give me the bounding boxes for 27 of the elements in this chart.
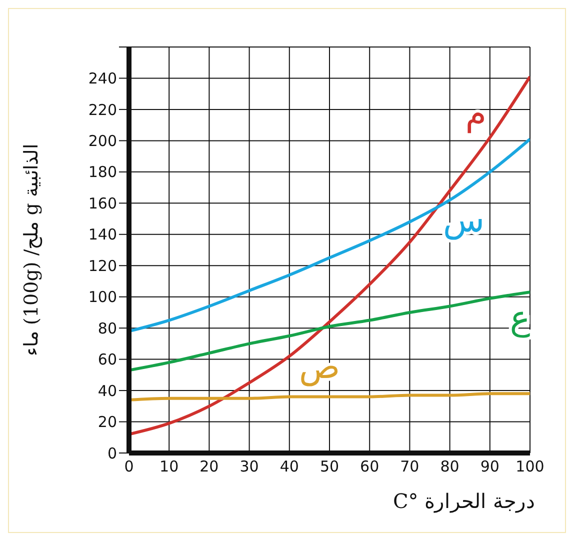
x-tick-label: 90	[480, 458, 500, 476]
x-tick-label: 0	[124, 458, 134, 476]
y-tick-label: 220	[88, 100, 117, 119]
x-tick-label: 60	[360, 458, 380, 476]
x-tick-label: 50	[320, 458, 340, 476]
y-tick-label: 240	[88, 70, 117, 88]
x-axis-title: درجة الحرارة °C	[392, 489, 535, 513]
y-tick-label: 0	[107, 444, 117, 462]
y-tick-label: 180	[88, 163, 117, 182]
series-label: م	[465, 94, 486, 134]
y-tick-label: 60	[98, 350, 117, 369]
x-tick-label: 80	[440, 458, 460, 476]
y-axis-title: الذائبية g ملح/ (100g) ماء	[20, 144, 43, 356]
y-tick-label: 140	[88, 226, 117, 244]
x-tick-label: 10	[160, 458, 179, 476]
x-tick-label: 20	[200, 458, 219, 476]
y-tick-label: 100	[88, 288, 117, 306]
y-tick-label: 200	[88, 132, 117, 150]
y-tick-label: 120	[88, 256, 117, 275]
y-tick-label: 40	[98, 382, 117, 400]
x-tick-label: 70	[400, 458, 420, 476]
y-tick-label: 80	[98, 319, 117, 338]
y-tick-label: 20	[98, 413, 117, 432]
x-tick-label: 100	[516, 458, 544, 476]
y-tick-label: 160	[88, 194, 117, 212]
x-tick-label: 40	[280, 458, 299, 476]
x-tick-label: 30	[240, 458, 259, 476]
